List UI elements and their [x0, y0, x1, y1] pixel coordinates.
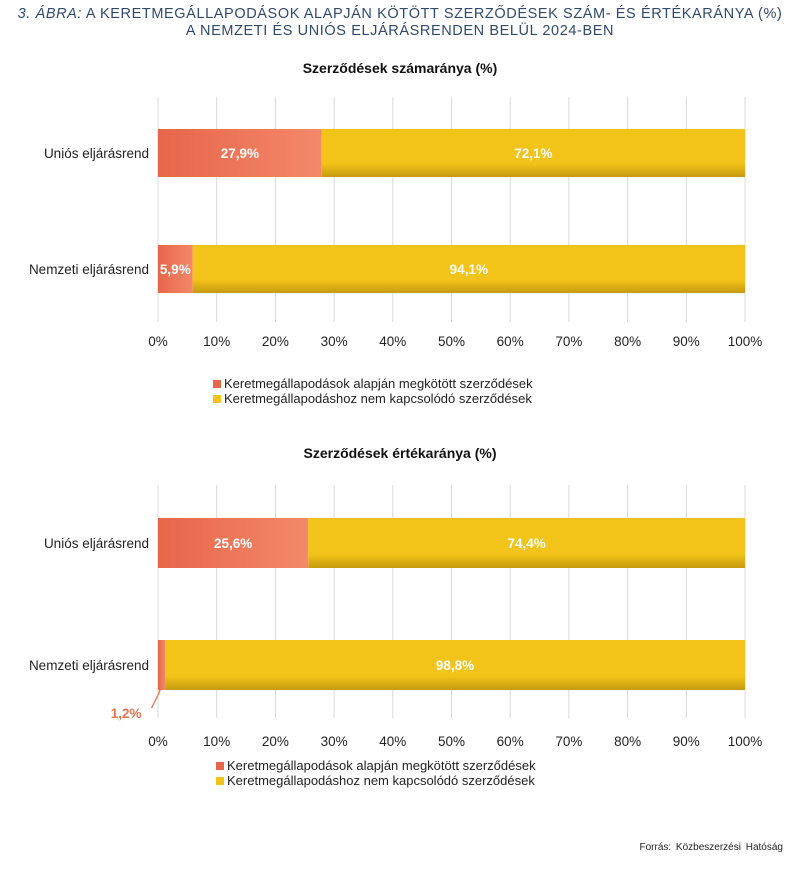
figure-title-line1: 3. ÁBRA: A KERETMEGÁLLAPODÁSOK ALAPJÁN K… [0, 6, 800, 23]
chart2-legend-swatch-1 [216, 761, 224, 770]
chart1-title: Szerződések számaránya (%) [302, 60, 498, 76]
chart1-category-label: Nemzeti eljárásrend [29, 262, 149, 277]
chart2-legend-item-1: Keretmegállapodások alapján megkötött sz… [216, 758, 536, 773]
chart2-legend-item-2: Keretmegállapodáshoz nem kapcsolódó szer… [216, 773, 536, 788]
chart2-category-label: Nemzeti eljárásrend [29, 658, 149, 673]
chart2-data-label: 74,4% [507, 536, 545, 551]
chart1-plot: 0% 10% 20% 30% 40% 50% 60% 70% 80% 90% 100% Uniós e… [29, 97, 763, 349]
chart2-x-tick-label: 60% [497, 734, 524, 749]
chart2-data-label: 98,8% [436, 658, 474, 673]
chart1-x-tick-label: 20% [262, 334, 289, 349]
chart1-x-tick-label: 10% [203, 334, 230, 349]
chart2-x-tick-label: 80% [614, 734, 641, 749]
chart2-x-tick-label: 0% [148, 734, 168, 749]
chart2-category-label: Uniós eljárásrend [44, 536, 149, 551]
chart2-plot: 0% 10% 20% 30% 40% 50% 60% 70% 80% 90% 100% Uniós e… [29, 485, 763, 749]
figure-title: 3. ÁBRA: A KERETMEGÁLLAPODÁSOK ALAPJÁN K… [0, 6, 800, 40]
figure-title-line2: A NEMZETI ÉS UNIÓS ELJÁRÁSRENDEN BELÜL 2… [185, 23, 615, 39]
chart2-x-tick-label: 10% [203, 734, 230, 749]
chart1-data-label: 94,1% [450, 262, 488, 277]
chart1-bar-framework [158, 245, 193, 293]
chart1-x-tick-label: 80% [614, 334, 641, 349]
chart2-legend-label-1: Keretmegállapodások alapján megkötött sz… [227, 758, 536, 773]
source-note: Forrás: Közbeszerzési Hatóság [639, 842, 783, 853]
chart1-x-tick-label: 60% [497, 334, 524, 349]
chart2-x-tick-label: 50% [438, 734, 465, 749]
chart1-x-tick-label: 70% [555, 334, 582, 349]
chart1-category-label: Uniós eljárásrend [44, 146, 149, 161]
chart1-bar-other [321, 129, 745, 177]
chart2-data-label: 25,6% [214, 536, 252, 551]
chart1-legend-label-2: Keretmegállapodáshoz nem kapcsolódó szer… [224, 391, 532, 406]
chart1-bar-framework [158, 129, 322, 177]
chart2-title: Szerződések értékaránya (%) [303, 445, 497, 461]
chart1-x-tick-label: 40% [379, 334, 406, 349]
chart1-x-tick-label: 100% [728, 334, 763, 349]
chart2-x-tick-label: 70% [555, 734, 582, 749]
chart1-x-tick-label: 0% [148, 334, 168, 349]
chart2-bar-framework [158, 640, 166, 690]
figure-title-text: A KERETMEGÁLLAPODÁSOK ALAPJÁN KÖTÖTT SZE… [85, 6, 783, 22]
chart1-x-tick-label: 90% [673, 334, 700, 349]
chart2-bar-other [165, 640, 745, 690]
chart2-legend-swatch-2 [216, 776, 224, 785]
chart1-x-tick-label: 30% [321, 334, 348, 349]
chart1-legend-item-1: Keretmegállapodások alapján megkötött sz… [213, 376, 533, 391]
chart1-legend-swatch-2 [213, 394, 221, 403]
chart2-callout-label: 1,2% [111, 706, 142, 721]
chart2-legend: Keretmegállapodások alapján megkötött sz… [216, 758, 536, 788]
chart1-legend-swatch-1 [213, 379, 221, 388]
chart2-x-tick-label: 90% [673, 734, 700, 749]
figure-label: 3. ÁBRA: [17, 6, 83, 22]
chart2-x-tick-label: 40% [379, 734, 406, 749]
chart1-data-label: 72,1% [514, 146, 552, 161]
chart2-x-tick-label: 20% [262, 734, 289, 749]
chart2-bar-other [308, 518, 745, 568]
chart1-legend-label-1: Keretmegállapodások alapján megkötött sz… [224, 376, 533, 391]
chart1-data-label: 27,9% [221, 146, 259, 161]
chart2-x-tick-label: 100% [728, 734, 763, 749]
chart1-data-label: 5,9% [160, 262, 191, 277]
chart2-callout-leader [150, 685, 163, 709]
chart1-legend-item-2: Keretmegállapodáshoz nem kapcsolódó szer… [213, 391, 533, 406]
chart2-x-tick-label: 30% [321, 734, 348, 749]
chart2-legend-label-2: Keretmegállapodáshoz nem kapcsolódó szer… [227, 773, 535, 788]
chart1-x-tick-label: 50% [438, 334, 465, 349]
chart1-legend: Keretmegállapodások alapján megkötött sz… [213, 376, 533, 406]
chart2-bar-framework [158, 518, 309, 568]
chart1-bar-other [192, 245, 745, 293]
